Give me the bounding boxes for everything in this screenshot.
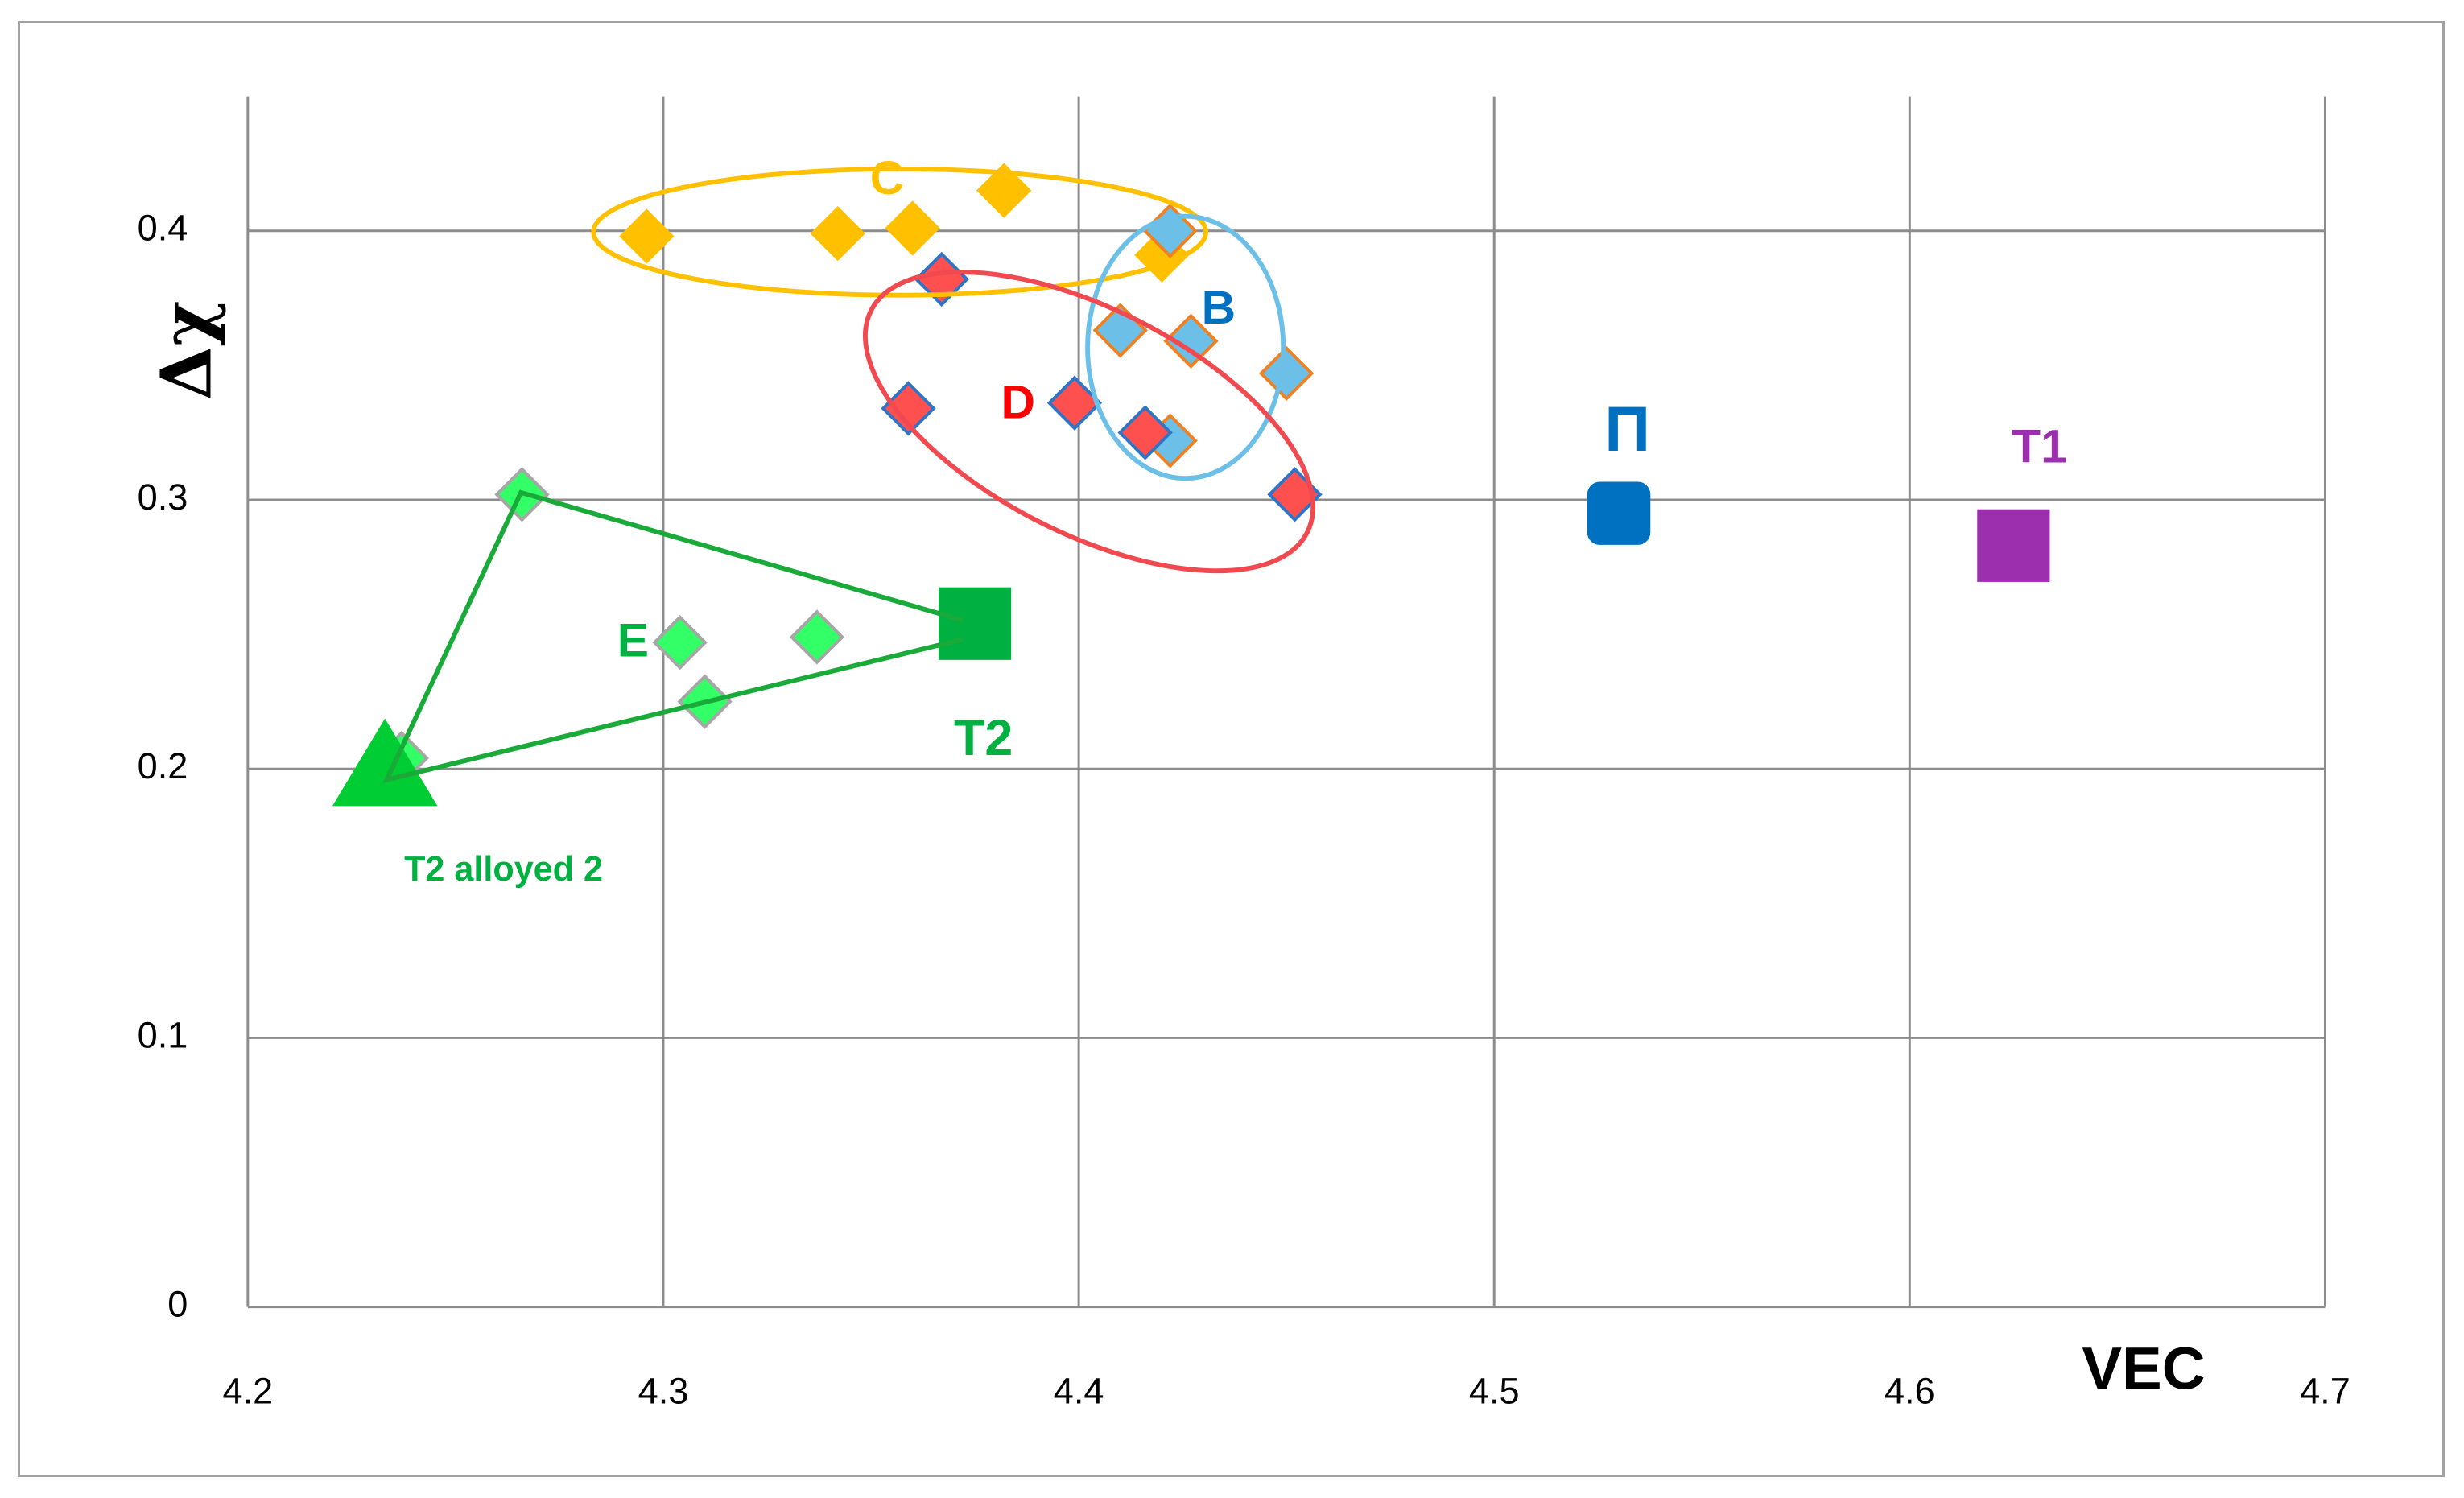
series-label: C (870, 152, 904, 204)
triangle-outline (382, 489, 964, 784)
y-tick-label: 0.3 (138, 477, 188, 518)
series-label: E (617, 615, 649, 667)
point (885, 200, 940, 256)
point (1163, 313, 1219, 369)
point (810, 205, 865, 262)
series-label: D (1001, 377, 1035, 429)
point (938, 587, 1012, 660)
y-axis-title: Δχ (147, 301, 228, 401)
x-tick-label: 4.2 (223, 1370, 274, 1411)
x-tick-label: 4.4 (1054, 1370, 1104, 1411)
annotation-shapes (382, 166, 1316, 784)
y-tick-label: 0.4 (138, 208, 188, 249)
x-tick-label: 4.5 (1469, 1370, 1520, 1411)
y-tick-label: 0.1 (138, 1014, 188, 1055)
cluster-outline (863, 270, 1316, 574)
labels: C B D E T2 T2 alloyed 2 Π T1 (404, 152, 2067, 889)
point (1117, 405, 1173, 460)
point (1046, 375, 1103, 431)
x-axis-title: VEC (2082, 1335, 2205, 1402)
y-tick-label: 0 (167, 1284, 188, 1325)
series-label: Π (1604, 394, 1650, 464)
point (652, 614, 708, 671)
point (619, 208, 675, 264)
x-tick-label: 4.3 (638, 1370, 689, 1411)
series-label: T2 (954, 710, 1013, 766)
chart-border (18, 21, 2445, 1477)
cluster-outline (1085, 213, 1286, 481)
x-tick-label: 4.7 (2300, 1370, 2350, 1411)
point (1977, 509, 2050, 582)
point (976, 163, 1032, 218)
cluster-outline (591, 166, 1209, 298)
point (789, 609, 845, 665)
series-label: T1 (2012, 420, 2067, 473)
point (1259, 345, 1315, 402)
y-tick-label: 0.2 (138, 745, 188, 786)
series-label: B (1202, 282, 1236, 334)
point (332, 718, 438, 807)
point (1587, 481, 1651, 545)
x-tick-label: 4.6 (1884, 1370, 1935, 1411)
series-label: T2 alloyed 2 (404, 850, 603, 889)
